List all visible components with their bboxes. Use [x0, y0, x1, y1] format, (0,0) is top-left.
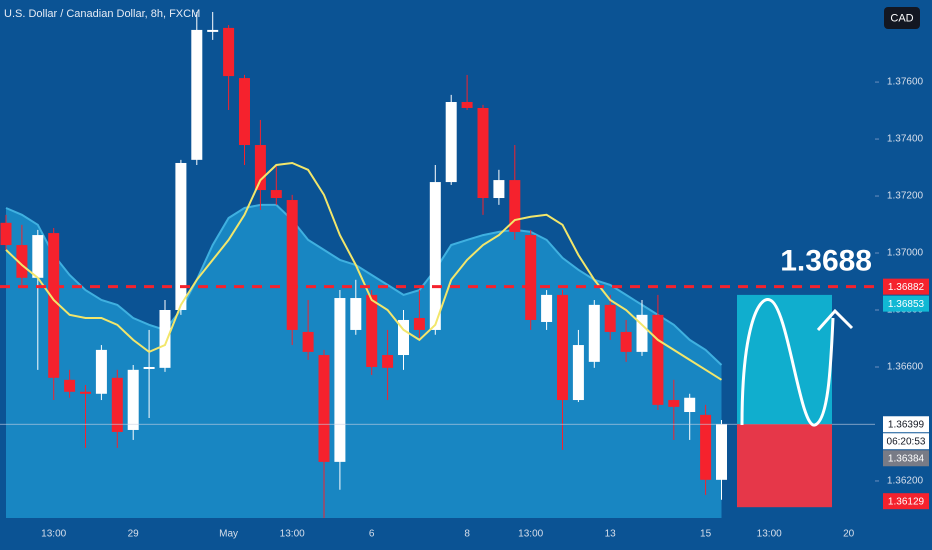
- stop-zone: [737, 424, 832, 508]
- overlay-area-edge: [5, 203, 723, 366]
- candle-body: [111, 377, 123, 432]
- candle-body: [382, 355, 394, 368]
- candle-body: [572, 345, 584, 401]
- x-tick-label: 13:00: [518, 529, 543, 540]
- price-label: 1.36853: [888, 299, 925, 310]
- price-label-box: [883, 493, 929, 510]
- y-tick-label: 1.37200: [887, 191, 924, 202]
- candle-body: [254, 145, 266, 191]
- y-tick-label: 1.37000: [887, 248, 924, 259]
- x-tick-label: May: [219, 529, 238, 540]
- price-label: 1.36399: [888, 419, 925, 430]
- candle-body: [620, 331, 632, 352]
- x-tick-label: 20: [843, 529, 855, 540]
- countdown: 06:20:53: [887, 436, 926, 447]
- candle-body: [588, 304, 600, 362]
- candle-body: [302, 331, 314, 352]
- x-tick-label: 6: [369, 529, 375, 540]
- currency-button[interactable]: [884, 7, 920, 29]
- candle-body: [64, 379, 76, 392]
- candle-body: [207, 29, 219, 32]
- overlay-line: [5, 161, 723, 381]
- x-tick-label: 13:00: [757, 529, 782, 540]
- price-label-box: [883, 278, 929, 295]
- candle-body: [429, 182, 441, 330]
- candle-body: [493, 180, 505, 199]
- candle-body: [557, 294, 568, 401]
- candle-body: [668, 400, 680, 407]
- projection-arrow: [816, 308, 854, 332]
- candle-body: [541, 294, 553, 322]
- x-tick-label: 13: [605, 529, 617, 540]
- candle-body: [525, 235, 537, 320]
- overlay-area: [6, 204, 722, 518]
- candle-body: [0, 222, 12, 246]
- currency-label[interactable]: CAD: [890, 12, 913, 24]
- candle-body: [366, 294, 378, 367]
- price-label-box: [883, 295, 929, 312]
- candle-body: [80, 391, 91, 394]
- candle-body: [716, 424, 727, 480]
- candle-body: [286, 200, 298, 330]
- candle-body: [445, 102, 457, 183]
- candle-body: [270, 190, 282, 199]
- y-tick-label: 1.36600: [887, 362, 924, 373]
- candle-body: [700, 414, 712, 480]
- candle-body: [127, 369, 139, 430]
- candle-body: [636, 314, 648, 352]
- y-tick-label: 1.37600: [887, 77, 924, 88]
- target-zone: [737, 294, 832, 425]
- price-label: 1.36384: [888, 453, 925, 464]
- x-tick-label: 29: [128, 529, 140, 540]
- candle-body: [684, 397, 696, 413]
- candle-body: [509, 180, 521, 232]
- x-tick-label: 8: [464, 529, 470, 540]
- level-label: 1.3688: [780, 245, 872, 278]
- candle-body: [48, 233, 60, 378]
- y-tick-label: 1.36200: [887, 476, 924, 487]
- candle-body: [350, 298, 362, 330]
- candle-body: [604, 304, 616, 332]
- candle-body: [95, 349, 107, 394]
- price-label-box: [883, 450, 929, 467]
- candle-body: [318, 355, 330, 462]
- x-tick-label: 15: [700, 529, 712, 540]
- candle-body: [16, 245, 28, 278]
- candle-body: [143, 366, 155, 369]
- candle-body: [334, 298, 346, 462]
- price-label: 1.36129: [888, 496, 925, 507]
- candle-body: [477, 107, 489, 199]
- candle-body: [32, 235, 44, 278]
- candle-body: [223, 27, 235, 77]
- price-label-box: [883, 416, 929, 433]
- candle-body: [191, 29, 203, 160]
- y-tick-label: 1.37400: [887, 134, 924, 145]
- candle-body: [652, 314, 664, 405]
- x-tick-label: 13:00: [280, 529, 305, 540]
- x-tick-label: 13:00: [41, 529, 66, 540]
- price-axis: 1.376001.374001.372001.370001.368001.366…: [41, 77, 929, 540]
- candle-body: [239, 78, 250, 146]
- candle-body: [413, 317, 425, 330]
- price-label: 1.36882: [888, 282, 925, 293]
- plot-area: 1.3688: [0, 11, 875, 518]
- countdown-box: [883, 433, 929, 450]
- projection-curve: [740, 298, 835, 427]
- candle-body: [398, 319, 409, 356]
- candle-body: [461, 102, 473, 108]
- candle-body: [175, 162, 187, 311]
- candle-body: [159, 310, 171, 368]
- chart-title: U.S. Dollar / Canadian Dollar, 8h, FXCM: [4, 8, 200, 20]
- projection: [737, 294, 854, 508]
